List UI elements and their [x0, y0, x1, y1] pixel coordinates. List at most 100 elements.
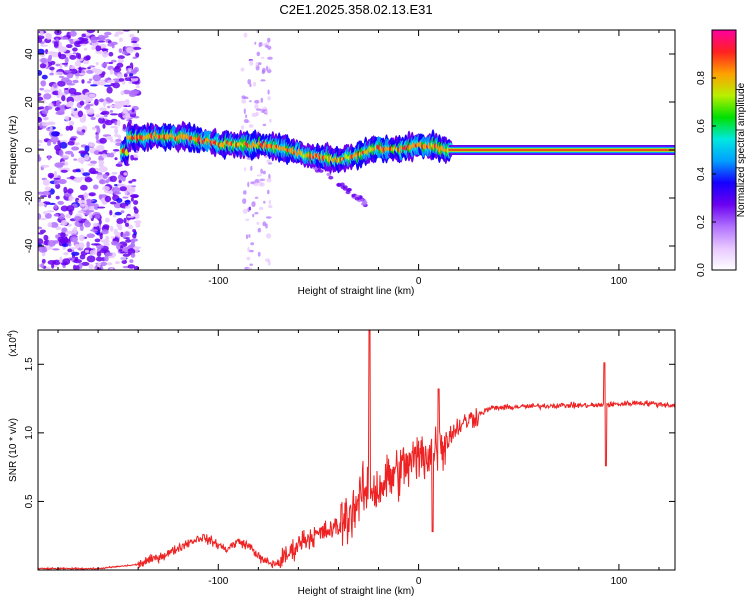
spectrogram-cell — [72, 169, 78, 173]
spectrogram-cell — [109, 175, 118, 182]
spectrogram-cell — [109, 267, 114, 270]
x-tick-label: 0 — [416, 576, 422, 587]
spectrogram-cell — [130, 197, 134, 202]
spectrogram-cell — [104, 195, 112, 203]
spectrogram-cell — [53, 180, 60, 186]
spectrogram-cell — [361, 202, 366, 206]
spectrogram-cell — [266, 65, 268, 71]
spectrogram-cell — [59, 36, 69, 40]
spectrogram-cell — [44, 246, 53, 250]
spectrogram-cell — [245, 114, 248, 119]
spectrogram-cell — [69, 30, 77, 37]
spectrogram-cell — [43, 234, 49, 241]
spectrogram-cell — [88, 93, 96, 98]
spectrogram-cell — [257, 227, 261, 233]
spectrogram-cell — [69, 107, 76, 110]
spectrogram-cell — [38, 70, 43, 76]
spectrogram-cell — [132, 56, 137, 59]
spectrogram-cell — [84, 47, 88, 51]
spectrogram-cell — [122, 114, 131, 119]
spectrogram-cell — [66, 83, 76, 86]
spectrogram-cell — [118, 78, 125, 82]
spectrogram-cell — [38, 213, 42, 220]
spectrogram-cell — [75, 52, 80, 59]
spectrogram-cell — [91, 126, 96, 131]
spectrogram-cell — [110, 83, 115, 87]
spectrogram-cell — [38, 92, 42, 97]
spectrogram-cell — [245, 234, 249, 240]
spectrogram-cell — [133, 200, 139, 205]
spectrogram-cell — [132, 46, 142, 50]
spectrogram-cell — [265, 216, 272, 219]
spectrogram-cell — [54, 162, 64, 168]
y-tick-label: -20 — [24, 190, 35, 205]
spectrogram-cell — [50, 60, 56, 65]
spectrogram-cell — [94, 238, 101, 243]
spectrogram-cell — [252, 213, 255, 218]
spectrogram-cell — [243, 32, 248, 38]
spectrogram-cell — [82, 37, 89, 42]
spectrogram-cell — [38, 48, 45, 55]
spectrogram-cell — [98, 219, 102, 225]
spectrogram-cell — [110, 236, 116, 239]
spectrogram-cell — [106, 98, 114, 103]
spectrogram-cell — [247, 181, 250, 188]
spectrogram-cell — [255, 61, 258, 67]
spectrogram-cell — [41, 74, 48, 80]
spectrogram-cell — [65, 213, 71, 219]
spectrogram-cell — [43, 89, 51, 93]
spectrogram-cell — [49, 125, 53, 132]
spectrogram-cell — [43, 211, 48, 215]
spectrogram-cell — [262, 123, 267, 127]
spectrogram-cell — [96, 145, 105, 152]
spectrogram-cell — [57, 88, 63, 96]
spectrogram-cell — [98, 159, 105, 166]
spectrogram-cell — [267, 96, 271, 101]
spectrogram-cell — [47, 51, 56, 54]
spectrogram-cell — [342, 185, 348, 189]
spectrogram-cell — [130, 154, 135, 161]
spectrogram-cell — [99, 107, 107, 112]
chart-title: C2E1.2025.358.02.13.E31 — [279, 2, 432, 17]
spectrogram-cell — [90, 84, 98, 87]
spectrogram-cell — [254, 179, 260, 184]
spectrogram-cell — [84, 154, 90, 161]
spectrogram-cell — [42, 116, 50, 121]
spectrogram-cell — [130, 241, 135, 248]
spectrogram-cell — [56, 99, 61, 107]
spectrogram-cell — [59, 149, 64, 157]
spectrogram-cell — [93, 150, 101, 156]
spectrogram-cell — [79, 43, 87, 46]
spectrogram-cell — [65, 230, 74, 235]
spectrogram-cell — [45, 33, 52, 40]
spectrogram-cell — [57, 236, 64, 243]
spectrogram-cell — [263, 200, 266, 204]
spectrogram-cell — [266, 178, 272, 183]
spectrogram-cell — [101, 62, 108, 68]
spectrogram-cell — [115, 261, 120, 265]
spectrogram-cell — [80, 203, 87, 207]
spectrogram-cell — [109, 68, 114, 75]
spectrogram-cell — [114, 33, 119, 37]
spectrogram-cell — [67, 248, 73, 253]
spectrogram-cell — [54, 71, 64, 76]
spectrogram-cell — [60, 205, 69, 212]
spectrogram-cell — [78, 66, 82, 74]
spectrogram-cell — [260, 79, 266, 82]
spectrogram-cell — [68, 242, 72, 247]
spectrogram-cell — [126, 65, 132, 69]
spectrogram-cell — [124, 205, 131, 209]
spectrogram-cell — [67, 188, 74, 194]
spectrogram-cell — [114, 157, 118, 161]
spectrogram-cell — [125, 99, 130, 103]
spectrogram-cell — [40, 164, 50, 168]
spectrogram-cell — [63, 252, 69, 256]
spectrogram-cell — [38, 112, 41, 116]
spectrogram-cell — [88, 264, 94, 270]
spectrogram-cell — [92, 222, 99, 227]
spectrogram-cell — [90, 160, 97, 164]
spectrogram-cell — [76, 169, 81, 173]
y-tick-label: 0 — [24, 147, 35, 153]
spectrogram-cell — [38, 107, 43, 110]
